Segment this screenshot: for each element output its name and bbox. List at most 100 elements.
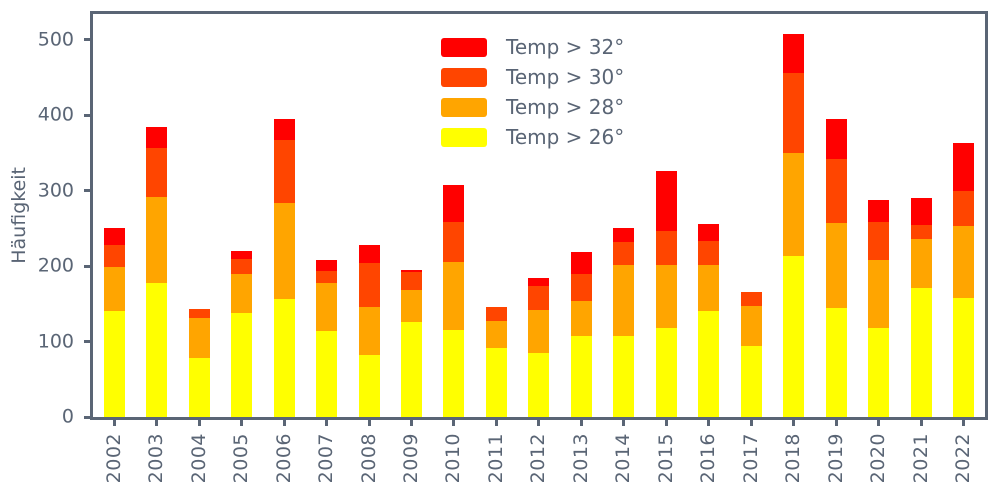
bar-segment — [783, 152, 805, 257]
stacked-bar-2021 — [910, 198, 932, 417]
bar-slot — [305, 14, 347, 417]
x-tick-label: 2003 — [145, 433, 168, 484]
x-tick-mark — [664, 420, 668, 426]
bar-segment — [316, 283, 338, 331]
bar-segment — [698, 265, 720, 311]
stacked-bar-2002 — [103, 228, 125, 417]
bar-segment — [401, 269, 423, 273]
x-tick-cell: 2005 — [220, 420, 262, 483]
x-tick-mark — [155, 420, 159, 426]
x-tick-mark — [367, 420, 371, 426]
bar-segment — [485, 347, 507, 417]
x-tick-label: 2002 — [102, 433, 125, 484]
bar-segment — [570, 251, 592, 274]
stacked-bar-2008 — [358, 244, 380, 417]
x-tick-label: 2010 — [442, 433, 465, 484]
bar-segment — [316, 260, 338, 271]
bar-segment — [273, 118, 295, 141]
bar-slot — [178, 14, 220, 417]
bar-segment — [655, 327, 677, 417]
legend-item: Temp > 30° — [441, 62, 624, 92]
stacked-bar-2005 — [231, 251, 253, 417]
legend-label: Temp > 30° — [506, 65, 625, 89]
x-tick-mark — [282, 420, 286, 426]
bar-segment — [443, 185, 465, 223]
x-tick-mark — [197, 420, 201, 426]
bar-segment — [698, 223, 720, 242]
y-tick-label: 300 — [37, 179, 74, 202]
bar-segment — [783, 72, 805, 153]
bar-slot — [942, 14, 984, 417]
legend-swatch — [441, 127, 487, 147]
legend-swatch — [441, 97, 487, 117]
x-tick-cell: 2008 — [348, 420, 390, 483]
y-tick-label: 0 — [61, 405, 74, 428]
bar-segment — [528, 309, 550, 353]
x-tick-cell: 2019 — [815, 420, 857, 483]
bar-segment — [443, 330, 465, 417]
bar-segment — [953, 143, 975, 192]
x-tick-mark — [707, 420, 711, 426]
bar-segment — [146, 127, 168, 149]
bar-segment — [825, 308, 847, 417]
bar-segment — [273, 140, 295, 204]
x-tick-cell: 2006 — [263, 420, 305, 483]
stacked-bar-2017 — [740, 291, 762, 417]
x-tick-label: 2016 — [697, 433, 720, 484]
stacked-bar-2014 — [613, 228, 635, 417]
bar-segment — [316, 270, 338, 284]
stacked-bar-2012 — [528, 278, 550, 417]
x-axis: 2002 2003 2004 2005 2006 2007 2008 2009 2010 2011… — [93, 420, 985, 483]
x-tick-label: 2004 — [187, 433, 210, 484]
bar-segment — [655, 264, 677, 328]
bar-segment — [358, 244, 380, 264]
bar-slot — [518, 14, 560, 417]
x-tick-label: 2022 — [952, 433, 975, 484]
bar-segment — [188, 318, 210, 359]
bar-segment — [868, 260, 890, 328]
x-tick-label: 2020 — [867, 433, 890, 484]
bar-segment — [655, 171, 677, 232]
bar-slot — [433, 14, 475, 417]
bar-slot — [603, 14, 645, 417]
stacked-bar-2007 — [316, 260, 338, 417]
x-tick-cell: 2013 — [560, 420, 602, 483]
x-tick-mark — [537, 420, 541, 426]
bar-segment — [825, 158, 847, 224]
x-tick-mark — [494, 420, 498, 426]
y-tick-mark — [84, 415, 90, 419]
bar-segment — [613, 241, 635, 265]
bar-slot — [560, 14, 602, 417]
x-tick-cell: 2009 — [390, 420, 432, 483]
x-tick-cell: 2003 — [135, 420, 177, 483]
bar-segment — [613, 336, 635, 417]
x-tick-cell: 2012 — [518, 420, 560, 483]
bar-segment — [868, 221, 890, 261]
stacked-bar-2022 — [953, 143, 975, 417]
x-tick-label: 2015 — [654, 433, 677, 484]
bar-segment — [103, 244, 125, 267]
bar-slot — [220, 14, 262, 417]
bar-segment — [231, 273, 253, 313]
x-tick-label: 2018 — [782, 433, 805, 484]
x-tick-mark — [834, 420, 838, 426]
x-tick-mark — [325, 420, 329, 426]
x-tick-label: 2009 — [400, 433, 423, 484]
bar-segment — [910, 224, 932, 239]
bar-segment — [570, 273, 592, 301]
stacked-bar-2006 — [273, 118, 295, 417]
stacked-bar-2019 — [825, 118, 847, 417]
bar-segment — [358, 263, 380, 307]
bar-slot — [900, 14, 942, 417]
x-tick-cell: 2010 — [433, 420, 475, 483]
bar-segment — [655, 231, 677, 265]
x-tick-cell: 2007 — [305, 420, 347, 483]
bar-segment — [953, 191, 975, 227]
bar-segment — [528, 286, 550, 310]
bar-slot — [815, 14, 857, 417]
bar-segment — [103, 228, 125, 245]
x-tick-label: 2017 — [739, 433, 762, 484]
bar-segment — [316, 330, 338, 417]
stacked-bar-2018 — [783, 34, 805, 417]
bars-row — [93, 14, 985, 417]
